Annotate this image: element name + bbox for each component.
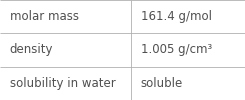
Text: soluble: soluble (141, 77, 183, 90)
Text: solubility in water: solubility in water (10, 77, 116, 90)
Text: density: density (10, 44, 53, 56)
Text: molar mass: molar mass (10, 10, 79, 23)
Text: 161.4 g/mol: 161.4 g/mol (141, 10, 212, 23)
Text: 1.005 g/cm³: 1.005 g/cm³ (141, 44, 212, 56)
